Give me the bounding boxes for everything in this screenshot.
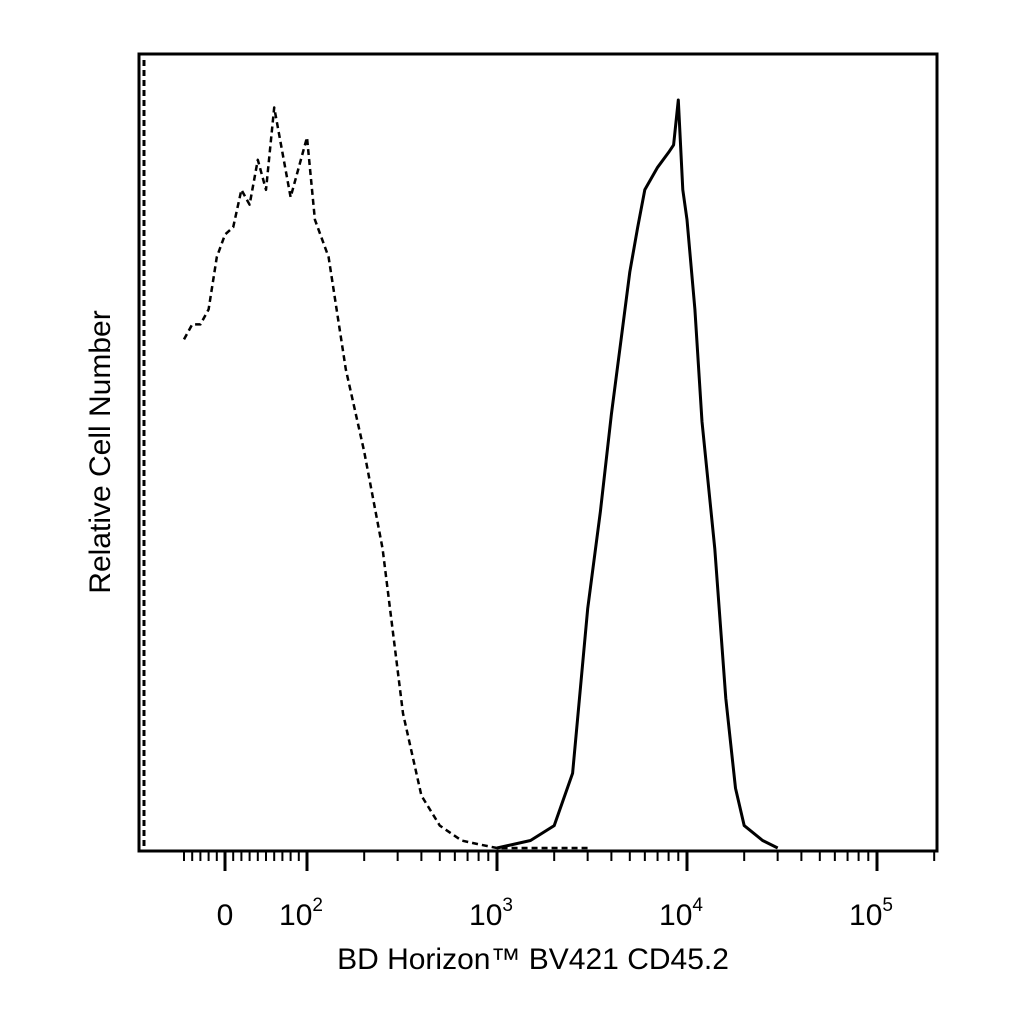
x-major-ticks bbox=[223, 851, 879, 871]
series-layer bbox=[142, 60, 779, 850]
y-axis-title: Relative Cell Number bbox=[84, 310, 117, 593]
x-tick-label: 104 bbox=[659, 895, 703, 932]
x-axis-title: BD Horizon™ BV421 CD45.2 bbox=[337, 943, 729, 976]
x-tick-label: 105 bbox=[849, 895, 893, 932]
series-line-dashed bbox=[182, 106, 588, 850]
plot-frame bbox=[137, 52, 939, 853]
x-tick-label: 102 bbox=[279, 895, 323, 932]
series-line-solid bbox=[496, 98, 779, 850]
x-tick-label: 103 bbox=[469, 895, 513, 932]
x-tick-label: 0 bbox=[217, 899, 234, 932]
x-tick-labels: 0 102 103 104 105 bbox=[217, 895, 893, 932]
